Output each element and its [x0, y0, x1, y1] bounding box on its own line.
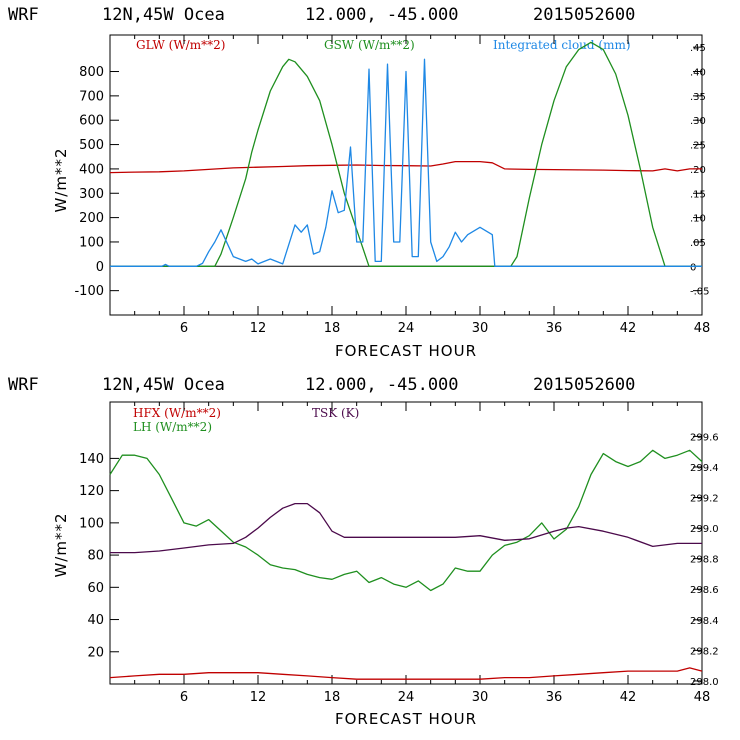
top-y2-tick-label: .30: [690, 116, 706, 127]
bottom-series-line-0: [109, 667, 703, 680]
bottom-legend-tsk: TSK (K): [312, 406, 359, 420]
top-header-model: WRF: [8, 5, 39, 25]
bottom-y-tick-label: 20: [87, 645, 104, 660]
top-header-date: 2015052600: [533, 5, 635, 25]
top-x-tick-label: 36: [546, 321, 563, 336]
bottom-y-tick-label: 120: [79, 484, 104, 499]
top-y-axis-title: W/m**2: [52, 147, 70, 212]
top-y2-tick-label: .10: [690, 214, 706, 225]
top-y2-tick-label: .20: [690, 165, 706, 176]
top-x-tick-label: 18: [324, 321, 341, 336]
top-y-tick-label: 0: [96, 260, 104, 275]
top-y-tick-label: 500: [79, 138, 104, 153]
top-x-tick-label: 42: [620, 321, 637, 336]
bottom-y2-tick-label: 299.2: [690, 494, 719, 505]
bottom-x-tick-label: 24: [398, 690, 415, 705]
bottom-y-tick-label: 100: [79, 516, 104, 531]
top-y-tick-label: 200: [79, 211, 104, 226]
bottom-y-tick-label: 40: [87, 613, 104, 628]
top-series-line-2: [110, 58, 702, 267]
bottom-series-line-1: [109, 449, 703, 592]
bottom-legend-hfx: HFX (W/m**2): [133, 406, 221, 420]
bottom-y2-tick-label: 298.8: [690, 555, 719, 566]
top-y2-tick-label: .40: [690, 68, 706, 79]
bottom-y-tick-label: 80: [87, 549, 104, 564]
top-legend-glw: GLW (W/m**2): [136, 38, 225, 52]
top-y-tick-label: 600: [79, 114, 104, 129]
top-y-tick-label: 700: [79, 89, 104, 104]
bottom-axis-ticks: 6 12 18 24 30 36 42 48 20 40 60 80 100 120 140 298.0 298…: [79, 402, 719, 705]
top-y-tick-label: 800: [79, 65, 104, 80]
bottom-plot-frame: [109, 401, 703, 685]
bottom-x-tick-label: 12: [250, 690, 267, 705]
top-y2-tick-label: .35: [690, 92, 706, 103]
top-x-tick-label: 6: [180, 321, 188, 336]
top-y2-tick-label: .25: [690, 141, 706, 152]
bottom-y-tick-label: 60: [87, 581, 104, 596]
bottom-y2-tick-label: 299.4: [690, 463, 719, 474]
top-x-tick-label: 48: [694, 321, 711, 336]
top-x-tick-label: 24: [398, 321, 415, 336]
bottom-series-group: [109, 449, 703, 680]
bottom-header-model: WRF: [8, 375, 39, 395]
bottom-header-date: 2015052600: [533, 375, 635, 395]
top-y2-tick-label: .15: [690, 189, 706, 200]
top-x-tick-label: 12: [250, 321, 267, 336]
top-header-location: 12N,45W Ocea: [102, 5, 225, 25]
bottom-y2-tick-label: 298.4: [690, 616, 719, 627]
bottom-chart: WRF 12N,45W Ocea 12.000, -45.000 2015052…: [8, 375, 719, 728]
top-y-tick-label: 100: [79, 235, 104, 250]
bottom-y2-tick-label: 298.6: [690, 585, 719, 596]
top-legend-cloud: Integrated cloud (mm): [493, 38, 631, 52]
bottom-x-tick-label: 48: [694, 690, 711, 705]
top-series-line-1: [110, 41, 702, 267]
top-x-tick-label: 30: [472, 321, 489, 336]
top-series-group: [109, 41, 702, 267]
bottom-legend-lh: LH (W/m**2): [133, 420, 212, 434]
top-y2-tick-label: .45: [690, 43, 706, 54]
bottom-header-coords: 12.000, -45.000: [305, 375, 459, 395]
bottom-series-line-2: [110, 502, 702, 554]
top-header-coords: 12.000, -45.000: [305, 5, 459, 25]
bottom-y2-tick-label: 298.2: [690, 646, 719, 657]
bottom-x-tick-label: 42: [620, 690, 637, 705]
bottom-y2-tick-label: 299.6: [690, 432, 719, 443]
bottom-y2-tick-label: 299.0: [690, 524, 719, 535]
bottom-y-tick-label: 140: [79, 452, 104, 467]
top-y2-tick-label: 0: [690, 262, 696, 273]
bottom-x-tick-label: 6: [180, 690, 188, 705]
bottom-header-location: 12N,45W Ocea: [102, 375, 225, 395]
bottom-x-axis-title: FORECAST HOUR: [335, 710, 477, 728]
bottom-x-tick-label: 30: [472, 690, 489, 705]
bottom-x-tick-label: 18: [324, 690, 341, 705]
top-series-line-0: [109, 160, 702, 174]
top-y-tick-label: -100: [74, 284, 104, 299]
top-chart: WRF 12N,45W Ocea 12.000, -45.000 2015052…: [8, 5, 710, 360]
bottom-x-tick-label: 36: [546, 690, 563, 705]
top-legend-gsw: GSW (W/m**2): [324, 38, 415, 52]
top-x-axis-title: FORECAST HOUR: [335, 342, 477, 360]
top-y-tick-label: 400: [79, 162, 104, 177]
bottom-y-axis-title: W/m**2: [52, 512, 70, 577]
top-y-tick-label: 300: [79, 187, 104, 202]
top-y2-tick-label: -.05: [690, 287, 710, 298]
bottom-y2-tick-label: 298.0: [690, 677, 719, 688]
top-y2-tick-label: .05: [690, 238, 706, 249]
